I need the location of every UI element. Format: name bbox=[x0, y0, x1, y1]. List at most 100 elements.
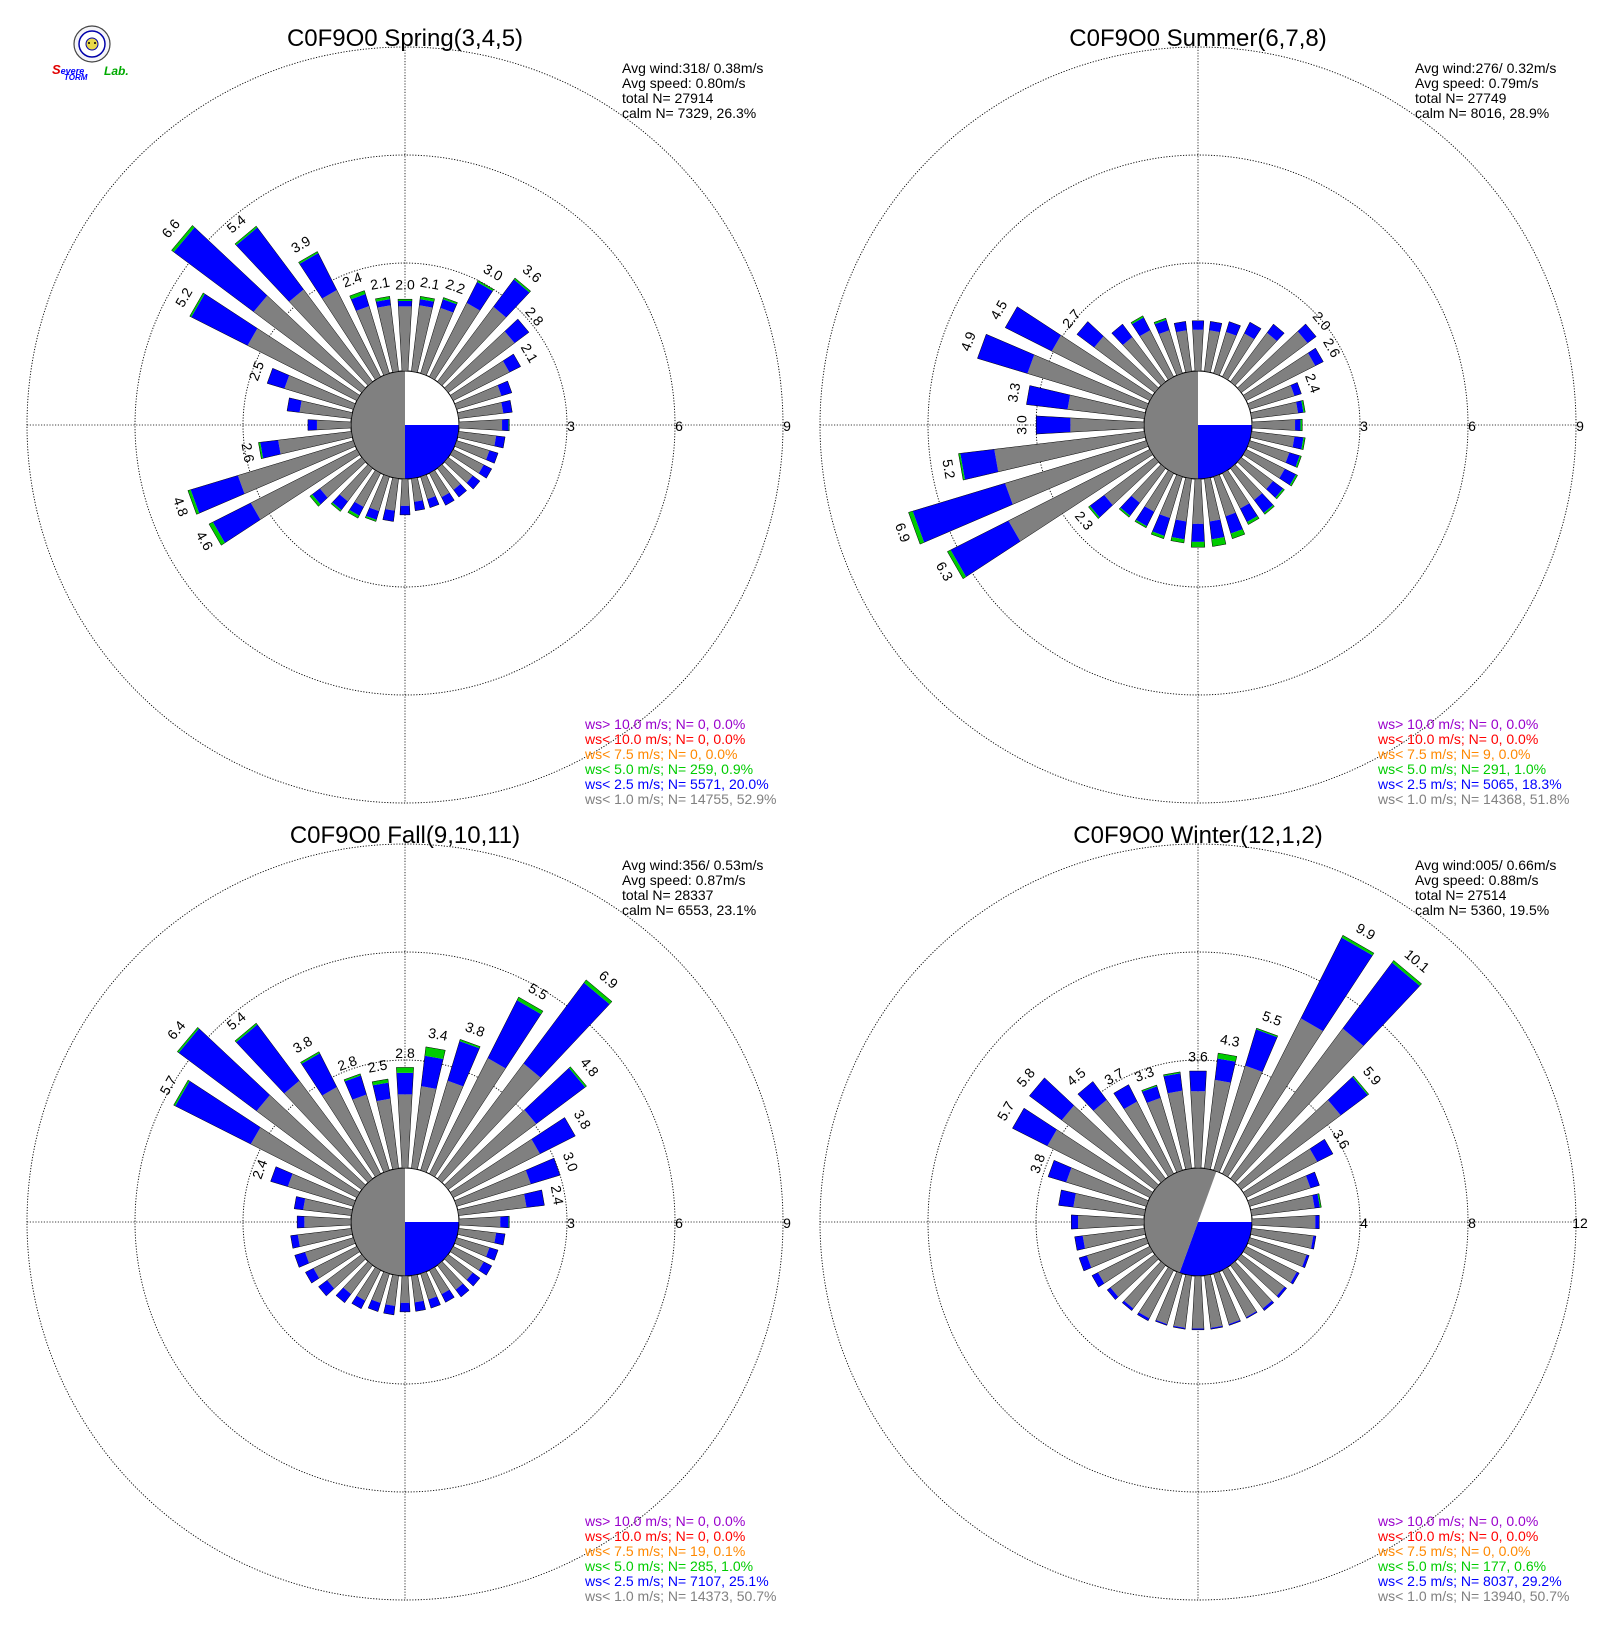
stats-line: total N= 27749 bbox=[1415, 90, 1507, 106]
bar-value-label: 6.3 bbox=[933, 559, 957, 584]
bar-blue-segment bbox=[1327, 1076, 1368, 1116]
bar-blue-segment bbox=[1302, 1254, 1310, 1268]
bar-green-segment bbox=[459, 1039, 481, 1049]
bar-outline bbox=[1251, 1214, 1320, 1230]
bar-outline bbox=[444, 1066, 587, 1190]
bar-blue-segment bbox=[1312, 1193, 1320, 1209]
bar-outline bbox=[1134, 469, 1174, 529]
bar-outline bbox=[457, 400, 513, 419]
bar-blue-segment bbox=[399, 505, 411, 515]
bar-blue-segment bbox=[1163, 1073, 1183, 1094]
bar-calm-segment bbox=[1213, 474, 1236, 517]
bar-green-segment bbox=[372, 1079, 389, 1086]
stats-line: Avg wind:276/ 0.32m/s bbox=[1415, 60, 1556, 76]
bar-blue-segment bbox=[427, 496, 440, 508]
bar-outline bbox=[1026, 385, 1146, 419]
bar-value-label: 3.6 bbox=[520, 261, 545, 286]
wind-rose-panel: C0F9O0 Winter(12,1,2)4 8 123.64.35.59.910.… bbox=[819, 822, 1588, 1604]
bar-blue-segment bbox=[1048, 1160, 1072, 1183]
bar-calm-segment bbox=[289, 289, 373, 386]
bar-calm-segment bbox=[319, 457, 366, 498]
bar-green-segment bbox=[1317, 1193, 1322, 1208]
bar-calm-segment bbox=[411, 305, 433, 373]
bar-value-label: 4.6 bbox=[193, 528, 217, 553]
legend-entry: ws< 10.0 m/s; N= 0, 0.0% bbox=[584, 731, 745, 747]
bar-blue-segment bbox=[523, 982, 610, 1078]
bar-outline bbox=[1163, 1071, 1192, 1170]
bar-value-label: 3.8 bbox=[290, 1032, 315, 1056]
bar-value-label: 2.5 bbox=[245, 359, 267, 383]
bar-green-segment bbox=[1392, 960, 1422, 986]
bar-blue-segment bbox=[1155, 1320, 1168, 1326]
bar-green-segment bbox=[187, 489, 200, 515]
bar-blue-segment bbox=[494, 435, 506, 449]
bar-outline bbox=[1213, 321, 1241, 376]
bar-outline bbox=[444, 318, 530, 393]
bar-calm-segment bbox=[457, 1228, 497, 1243]
bar-blue-segment bbox=[1079, 1255, 1092, 1271]
stats-line: calm N= 5360, 19.5% bbox=[1415, 902, 1549, 918]
bar-value-label: 2.4 bbox=[340, 269, 364, 291]
bar-blue-segment bbox=[173, 227, 268, 312]
bar-outline bbox=[420, 1039, 481, 1173]
bar-outline bbox=[305, 1246, 361, 1284]
bar-calm-segment bbox=[322, 1087, 381, 1177]
bar-outline bbox=[1029, 1077, 1159, 1190]
bar-calm-segment bbox=[420, 307, 454, 376]
stats-line: total N= 27514 bbox=[1415, 887, 1507, 903]
legend-entry: ws> 10.0 m/s; N= 0, 0.0% bbox=[584, 1513, 745, 1529]
calm-sector bbox=[1179, 1222, 1252, 1277]
bar-blue-segment bbox=[190, 475, 245, 514]
bar-calm-segment bbox=[1192, 1275, 1204, 1329]
legend-entry: ws> 10.0 m/s; N= 0, 0.0% bbox=[584, 716, 745, 732]
bar-outline bbox=[343, 1073, 390, 1173]
bar-blue-segment bbox=[1305, 1172, 1320, 1189]
bar-green-segment bbox=[258, 442, 264, 459]
bar-outline bbox=[1230, 960, 1423, 1183]
bar-value-label: 5.4 bbox=[224, 1008, 249, 1033]
bar-blue-segment bbox=[1209, 519, 1225, 540]
bar-blue-segment bbox=[531, 1117, 576, 1154]
ring-label: 6 bbox=[675, 1215, 683, 1231]
bar-outline bbox=[318, 1254, 366, 1297]
bar-blue-segment bbox=[301, 1053, 337, 1096]
bar-blue-segment bbox=[1029, 1077, 1075, 1121]
bar-outline bbox=[449, 1117, 576, 1198]
bar-calm-segment bbox=[1093, 1099, 1166, 1183]
bar-blue-segment bbox=[912, 483, 1013, 543]
bar-calm-segment bbox=[287, 1173, 356, 1207]
bar-outline bbox=[1230, 464, 1275, 515]
stats-line: Avg wind:005/ 0.66m/s bbox=[1415, 857, 1556, 873]
legend-entry: ws< 10.0 m/s; N= 0, 0.0% bbox=[1377, 731, 1538, 747]
bar-blue-segment bbox=[1296, 400, 1304, 414]
bar-blue-segment bbox=[1309, 1139, 1333, 1162]
bar-outline bbox=[1190, 478, 1206, 548]
bar-calm-segment bbox=[377, 305, 399, 373]
bar-green-segment bbox=[947, 549, 967, 579]
bar-blue-segment bbox=[260, 440, 281, 459]
bar-outline bbox=[1191, 1275, 1205, 1331]
bar-calm-segment bbox=[1173, 1274, 1192, 1328]
bar-value-label: 5.2 bbox=[172, 285, 196, 310]
bar-outline bbox=[958, 431, 1146, 481]
bar-outline bbox=[234, 225, 373, 386]
bar-outline bbox=[420, 1271, 441, 1309]
bar-calm-segment bbox=[322, 290, 381, 380]
bar-calm-segment bbox=[1204, 1274, 1223, 1328]
bar-value-label: 6.9 bbox=[596, 967, 621, 992]
bar-calm-segment bbox=[1190, 1091, 1206, 1169]
bar-outline bbox=[234, 1022, 373, 1183]
bar-calm-segment bbox=[1251, 419, 1296, 431]
range-ring bbox=[242, 1059, 568, 1385]
bar-calm-segment bbox=[352, 1094, 390, 1173]
bar-calm-segment bbox=[398, 306, 412, 372]
bar-outline bbox=[294, 1237, 356, 1268]
bar-calm-segment bbox=[437, 306, 507, 386]
bar-outline bbox=[1213, 1027, 1279, 1173]
bar-green-segment bbox=[1151, 531, 1165, 539]
legend-entry: ws< 5.0 m/s; N= 285, 1.0% bbox=[584, 1558, 753, 1574]
bar-blue-segment bbox=[1266, 481, 1284, 498]
bar-green-segment bbox=[177, 1027, 199, 1053]
bar-blue-segment bbox=[466, 282, 493, 311]
bar-value-label: 4.5 bbox=[1063, 1064, 1088, 1089]
